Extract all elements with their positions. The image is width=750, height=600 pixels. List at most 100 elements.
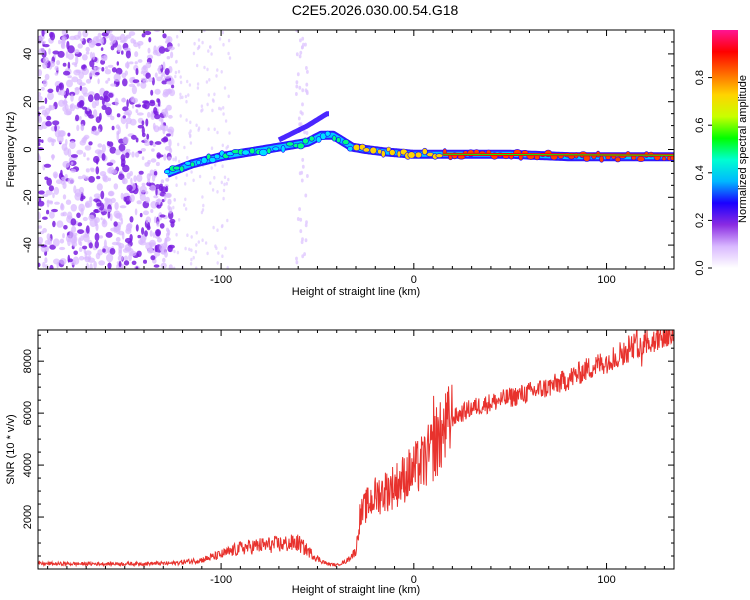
noise-blob — [46, 200, 53, 204]
noise-blob — [134, 208, 138, 216]
noise-blob — [94, 240, 100, 249]
ridge-core-highlight — [442, 153, 674, 156]
noise-blob — [295, 80, 299, 85]
noise-blob — [165, 89, 173, 95]
noise-blob — [149, 140, 154, 146]
noise-blob — [49, 105, 56, 111]
noise-blob — [38, 211, 41, 220]
noise-blob — [38, 91, 42, 97]
noise-blob — [72, 256, 80, 265]
noise-blob — [42, 261, 46, 268]
noise-blob — [110, 197, 116, 203]
noise-blob — [130, 177, 133, 184]
noise-blob — [41, 139, 44, 143]
noise-blob — [80, 235, 84, 242]
noise-blob — [227, 94, 230, 99]
noise-blob — [105, 80, 109, 84]
noise-blob — [141, 126, 145, 135]
noise-blob — [167, 198, 172, 205]
noise-blob — [65, 199, 72, 205]
noise-blob — [210, 146, 214, 150]
noise-blob — [67, 132, 71, 137]
noise-blob — [46, 209, 50, 215]
noise-blob — [129, 216, 134, 223]
noise-blob — [153, 195, 159, 199]
noise-blob — [160, 262, 167, 269]
noise-blob — [107, 262, 112, 269]
noise-blob — [121, 264, 125, 269]
noise-blob — [71, 62, 78, 66]
noise-blob — [89, 60, 95, 68]
spectrogram-panel — [38, 30, 674, 269]
noise-blob — [220, 70, 223, 74]
noise-blob — [107, 210, 111, 219]
noise-blob — [179, 114, 182, 118]
noise-blob — [116, 44, 122, 53]
noise-blob — [66, 211, 73, 220]
noise-blob — [62, 106, 67, 112]
noise-blob — [305, 82, 309, 87]
noise-blob — [134, 61, 138, 65]
noise-blob — [77, 222, 83, 227]
noise-blob — [177, 142, 180, 147]
noise-blob — [219, 107, 223, 111]
noise-blob — [38, 190, 45, 195]
noise-blob — [295, 30, 299, 33]
noise-blob — [88, 72, 93, 77]
noise-blob — [119, 205, 127, 209]
noise-blob — [201, 108, 204, 112]
noise-blob — [45, 120, 52, 127]
noise-blob — [166, 227, 169, 232]
noise-blob — [135, 266, 139, 269]
noise-blob — [214, 244, 217, 248]
noise-blob — [301, 254, 305, 259]
noise-blob — [93, 261, 97, 269]
noise-blob — [184, 207, 188, 211]
noise-blob — [69, 91, 76, 97]
colorbar-tick-label: 0.8 — [694, 70, 706, 85]
noise-blob — [94, 209, 99, 213]
noise-blob — [142, 104, 147, 109]
noise-blob — [158, 65, 163, 69]
noise-blob — [186, 155, 189, 160]
noise-blob — [75, 55, 79, 65]
noise-blob — [213, 92, 216, 97]
noise-blob — [227, 38, 231, 43]
noise-blob — [84, 202, 90, 208]
noise-blob — [95, 99, 100, 107]
noise-blob — [144, 141, 151, 147]
noise-blob — [150, 201, 158, 209]
noise-blob — [59, 238, 65, 244]
noise-blob — [44, 73, 50, 80]
noise-blob — [124, 244, 132, 251]
noise-blob — [155, 161, 160, 167]
noise-blob — [132, 79, 140, 84]
noise-blob — [301, 237, 304, 242]
noise-blob — [134, 51, 139, 58]
ridge-blob — [435, 153, 444, 158]
noise-blob — [122, 136, 129, 145]
noise-blob — [84, 145, 92, 151]
ridge-blob — [324, 130, 331, 137]
noise-blob — [299, 38, 302, 43]
noise-blob — [38, 95, 43, 102]
noise-blob — [131, 104, 135, 109]
noise-blob — [118, 266, 122, 269]
noise-blob — [206, 102, 209, 107]
noise-blob — [67, 254, 71, 263]
noise-blob — [175, 232, 178, 237]
noise-blob — [92, 130, 99, 136]
noise-blob — [155, 229, 161, 237]
noise-blob — [174, 157, 177, 162]
noise-blob — [295, 52, 299, 57]
noise-blob — [224, 119, 228, 123]
noise-blob — [177, 69, 181, 74]
noise-blob — [70, 204, 78, 212]
noise-blob — [137, 234, 141, 239]
noise-blob — [93, 155, 100, 164]
noise-blob — [150, 255, 156, 261]
noise-blob — [63, 225, 68, 230]
noise-blob — [196, 86, 200, 90]
noise-blob — [139, 212, 143, 218]
noise-blob — [156, 98, 160, 103]
